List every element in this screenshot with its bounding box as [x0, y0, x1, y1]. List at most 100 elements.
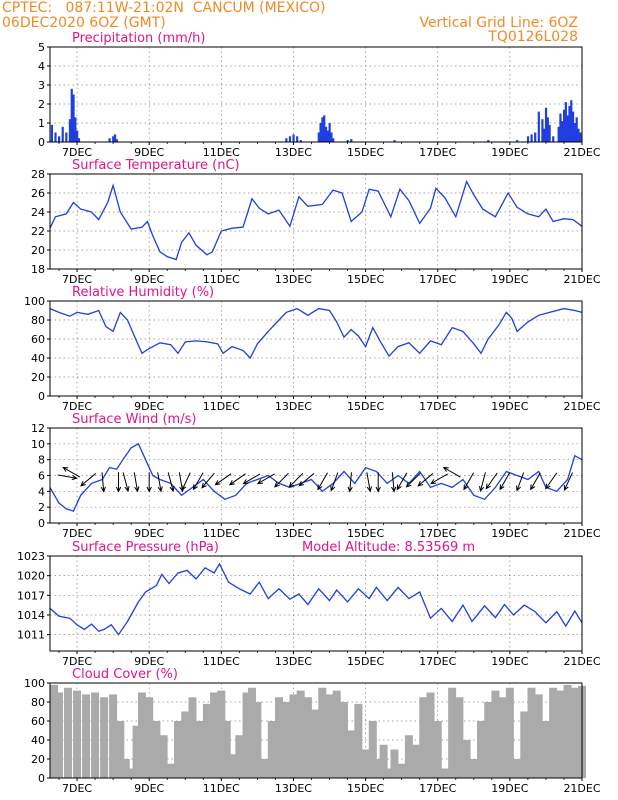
x-tick-label: 15DEC — [347, 146, 384, 159]
x-tick-label: 11DEC — [203, 273, 240, 286]
wind-arrow — [479, 472, 486, 493]
cloud-bar — [455, 697, 464, 778]
panel-frame — [49, 173, 583, 270]
precip-bar — [58, 136, 61, 142]
y-tick-label: 40 — [31, 734, 45, 747]
cloud-bar — [374, 759, 383, 778]
cloud-bar — [159, 735, 168, 778]
x-tick-label: 21DEC — [563, 146, 600, 159]
wind-arrow — [430, 473, 448, 485]
cloud-bar — [347, 730, 356, 778]
y-tick-label: 0 — [38, 390, 45, 403]
y-tick-label: 0 — [38, 772, 45, 785]
cloud-bar — [303, 697, 312, 778]
x-tick-label: 21DEC — [563, 527, 600, 540]
precip-bar — [65, 132, 68, 142]
precip-bar — [571, 111, 575, 142]
cloud-bar — [188, 697, 197, 778]
cloud-bar — [498, 697, 507, 778]
cloud-bar — [195, 721, 204, 778]
wind-arrow — [417, 473, 434, 487]
panel-title: Surface Pressure (hPa) — [72, 540, 219, 555]
cloud-bar — [513, 759, 522, 778]
y-tick-label: 12 — [31, 422, 45, 435]
cloud-bar — [433, 721, 442, 778]
precip-bar — [61, 126, 64, 142]
x-tick-label: 15DEC — [347, 400, 384, 413]
wind-arrow — [563, 472, 573, 492]
y-tick-label: 5 — [38, 41, 45, 54]
precip-bar — [530, 134, 533, 142]
cloud-bar — [127, 768, 136, 778]
y-tick-label: 1020 — [17, 570, 45, 583]
y-tick-label: 0 — [38, 136, 45, 149]
x-tick-label: 13DEC — [275, 273, 312, 286]
x-tick-label: 13DEC — [275, 146, 312, 159]
precip-bar — [288, 136, 292, 142]
cloud-bar — [253, 702, 262, 778]
cloud-bar — [109, 694, 118, 778]
cloud-bar — [491, 690, 500, 778]
panel-title: Surface Wind (m/s) — [72, 412, 196, 427]
precip-bar — [543, 128, 546, 142]
wind-arrow — [347, 472, 353, 493]
precip-bar — [76, 130, 79, 142]
x-tick-label: 11DEC — [203, 400, 240, 413]
cloud-bar — [166, 763, 175, 778]
precip-bar — [561, 121, 564, 142]
cloud-bar — [570, 687, 579, 778]
precip-bar — [328, 123, 331, 142]
cloud-bar — [121, 759, 130, 778]
wind-arrow — [530, 472, 541, 491]
x-tick-label: 21DEC — [563, 273, 600, 286]
x-tick-label: 7DEC — [62, 527, 92, 540]
cloud-bar — [145, 697, 154, 778]
y-tick-label: 20 — [31, 244, 45, 257]
x-tick-label: 19DEC — [491, 146, 528, 159]
panel-frame — [49, 555, 583, 652]
precip-bar — [562, 109, 566, 142]
cloud-bar — [242, 692, 251, 778]
y-tick-label: 100 — [24, 677, 45, 690]
cloud-bar — [563, 684, 572, 778]
wind-arrow — [100, 472, 106, 493]
pressure-line — [49, 562, 583, 636]
x-tick-label: 9DEC — [134, 527, 164, 540]
cloud-bar — [556, 690, 565, 778]
x-tick-label: 11DEC — [203, 146, 240, 159]
cloud-bar — [541, 721, 550, 778]
precip-bar — [541, 119, 544, 142]
cloud-bar — [520, 711, 529, 778]
panel-title: Precipitation (mm/h) — [72, 31, 205, 46]
y-tick-label: 26 — [31, 187, 45, 200]
precip-bar — [516, 140, 519, 142]
precip-bar — [537, 111, 540, 142]
y-tick-label: 20 — [31, 371, 45, 384]
humidity-line — [49, 307, 583, 360]
precip-bar — [115, 139, 118, 142]
cloud-bar — [332, 690, 341, 778]
x-tick-label: 7DEC — [62, 655, 92, 668]
x-tick-label: 17DEC — [419, 273, 456, 286]
cloud-bar — [462, 740, 471, 778]
cloud-bar — [275, 697, 284, 778]
precip-bar — [566, 115, 569, 142]
y-tick-label: 0 — [38, 517, 45, 530]
wind-arrow — [375, 472, 381, 493]
precip-bar — [319, 123, 322, 142]
cloud-bar — [100, 697, 109, 778]
cloud-bar — [412, 744, 421, 778]
y-tick-label: 1 — [38, 117, 45, 130]
precip-bar — [68, 119, 72, 142]
x-tick-label: 9DEC — [134, 273, 164, 286]
panel-pressure: 1011 1014 1017 1020 1023 7DEC 9DEC 11DEC 13DEC 15… — [17, 540, 601, 668]
y-tick-label: 22 — [31, 225, 45, 238]
wind-arrow — [330, 472, 339, 492]
cloud-bar — [73, 690, 82, 778]
cloud-bar — [318, 687, 327, 778]
precip-bar — [108, 138, 111, 142]
wind-arrow — [214, 473, 232, 486]
x-tick-label: 9DEC — [134, 146, 164, 159]
x-tick-label: 7DEC — [62, 146, 92, 159]
